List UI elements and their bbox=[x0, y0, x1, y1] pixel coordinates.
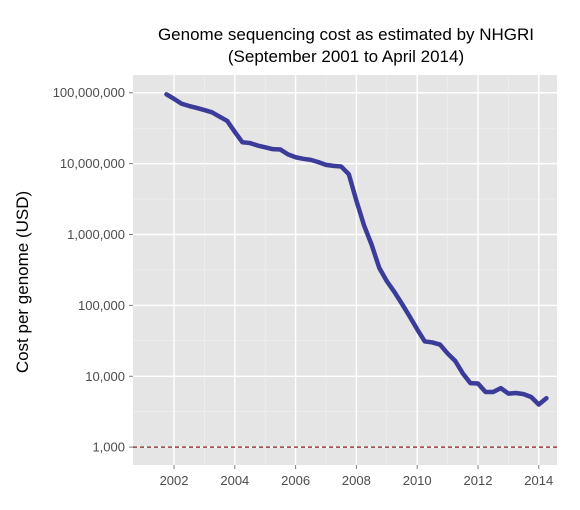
x-tick-label: 2006 bbox=[281, 473, 310, 488]
y-axis-label: Cost per genome (USD) bbox=[13, 191, 32, 373]
series-line bbox=[164, 92, 549, 407]
chart-title: Genome sequencing cost as estimated by N… bbox=[158, 25, 534, 44]
grid-lines bbox=[133, 75, 557, 465]
chart-subtitle: (September 2001 to April 2014) bbox=[228, 47, 464, 66]
x-tick-label: 2014 bbox=[524, 473, 553, 488]
x-axis-ticks: 2002 2004 2006 2008 2010 2012 2014 bbox=[160, 465, 553, 488]
y-tick-label: 10,000,000 bbox=[60, 156, 125, 171]
y-tick-label: 10,000 bbox=[85, 369, 125, 384]
y-tick-label: 1,000 bbox=[92, 440, 125, 455]
y-axis-label-group: Cost per genome (USD) bbox=[13, 191, 32, 373]
x-tick-label: 2002 bbox=[160, 473, 189, 488]
x-tick-label: 2004 bbox=[220, 473, 249, 488]
series-group bbox=[164, 92, 549, 407]
chart-title-group: Genome sequencing cost as estimated by N… bbox=[158, 25, 534, 66]
x-tick-label: 2010 bbox=[403, 473, 432, 488]
y-tick-label: 1,000,000 bbox=[67, 227, 125, 242]
y-tick-label: 100,000 bbox=[78, 298, 125, 313]
x-tick-label: 2008 bbox=[342, 473, 371, 488]
x-tick-label: 2012 bbox=[464, 473, 493, 488]
y-axis-ticks: 1,000 10,000 100,000 1,000,000 10,000,000 100… bbox=[53, 85, 133, 455]
y-tick-label: 100,000,000 bbox=[53, 85, 125, 100]
